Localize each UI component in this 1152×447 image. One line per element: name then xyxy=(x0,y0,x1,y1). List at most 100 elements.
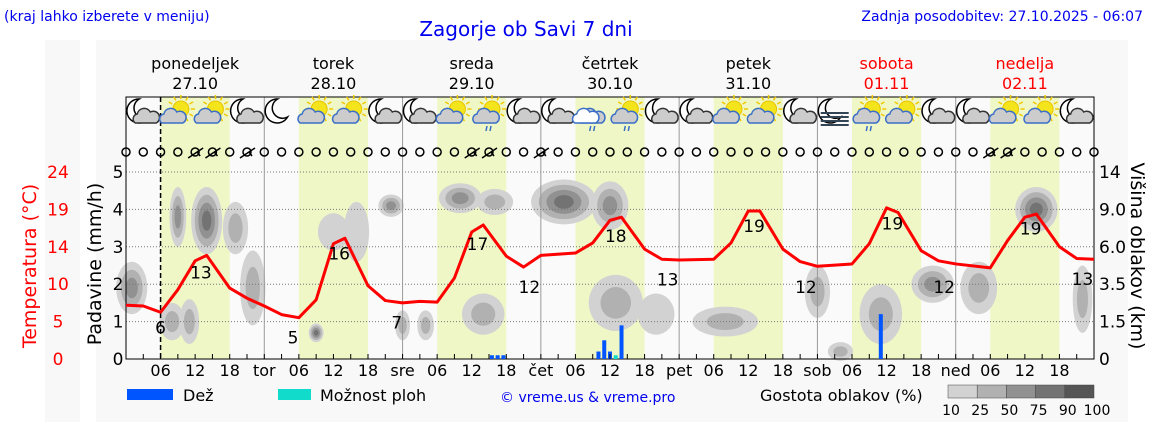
x-tick-label: ned xyxy=(941,361,971,380)
sun-cloud-icon xyxy=(712,95,748,124)
wind-calm-marker xyxy=(311,147,321,157)
sun-ray xyxy=(859,101,865,105)
wind-calm-marker xyxy=(864,147,875,157)
sun-ray xyxy=(327,101,332,105)
precip-tick: 4 xyxy=(113,200,124,220)
day-date: 02.11 xyxy=(1002,74,1048,93)
sun-ray xyxy=(496,96,500,101)
temperature-label: 12 xyxy=(519,278,541,298)
moon-cloud-icon xyxy=(679,98,714,124)
wind-calm-marker xyxy=(553,147,563,157)
wind-calm-marker xyxy=(795,147,805,157)
sun-ray xyxy=(738,96,742,101)
wind-calm-marker xyxy=(466,147,477,157)
sun-ray xyxy=(1053,113,1058,117)
wind-calm-marker xyxy=(345,147,356,157)
sun-ray xyxy=(1049,96,1053,101)
cloud-shape xyxy=(374,107,403,124)
wind-calm-marker xyxy=(294,147,304,157)
precip-tick: 2 xyxy=(113,275,124,295)
sun-ray xyxy=(864,96,868,101)
precip-tick: 5 xyxy=(113,163,124,183)
x-tick-label: sre xyxy=(390,361,414,380)
sun-ray xyxy=(915,113,920,117)
density-tick: 90 xyxy=(1059,403,1077,419)
wind-calm-marker xyxy=(829,147,840,157)
density-tick: 50 xyxy=(1000,403,1018,419)
cloud-shape xyxy=(512,107,541,124)
wind-calm-marker xyxy=(1002,147,1013,157)
moon-cloud-icon xyxy=(1059,98,1094,124)
sun-ray xyxy=(726,96,730,101)
wind-calm-marker xyxy=(639,147,650,157)
wind-calm-marker xyxy=(138,147,149,157)
cloud-patch xyxy=(1076,280,1088,319)
rain-mark xyxy=(485,125,488,132)
wind-row xyxy=(121,147,1099,159)
x-tick-label: 12 xyxy=(185,361,205,380)
x-tick-label: 18 xyxy=(358,361,378,380)
sun-ray xyxy=(721,101,726,105)
cloud-patch xyxy=(386,201,397,211)
sun-cloud-icon xyxy=(331,95,368,124)
sun-ray xyxy=(876,96,880,101)
sun-ray xyxy=(1037,96,1041,101)
wind-calm-marker xyxy=(622,147,633,157)
wind-calm-marker xyxy=(968,147,978,157)
sun-ray xyxy=(444,101,450,105)
sun-cloud-icon xyxy=(297,95,334,124)
wind-barb-icon xyxy=(1000,147,1016,159)
location-hint[interactable]: (kraj lahko izberete v meniju) xyxy=(4,9,210,25)
temperature-label: 17 xyxy=(467,235,489,255)
left-axis-background xyxy=(45,40,80,422)
rain-mark xyxy=(869,125,873,132)
sun-ray xyxy=(207,96,212,101)
credit-link[interactable]: © vreme.us & vreme.pro xyxy=(500,390,675,406)
x-tick-label: 06 xyxy=(427,361,447,380)
cloud-shape xyxy=(610,107,639,124)
temperature-label: 12 xyxy=(795,278,817,298)
wind-calm-marker xyxy=(484,147,494,157)
x-tick-label: 12 xyxy=(1015,361,1035,380)
wind-calm-marker xyxy=(501,147,512,157)
sun-ray xyxy=(465,113,470,117)
sun-ray xyxy=(899,96,903,101)
precip-bar xyxy=(619,325,624,359)
cloud-shape xyxy=(193,107,222,124)
cloud-patch xyxy=(420,316,431,334)
moon-shape xyxy=(264,98,290,124)
wind-calm-marker xyxy=(1071,147,1082,157)
day-date: 31.10 xyxy=(725,74,771,93)
wind-barb-icon xyxy=(239,147,256,159)
temperature-series: 6 13 5 16 7 17 12 18 13 19 12 19 12 19 13 xyxy=(125,206,1095,348)
day-name: četrtek xyxy=(582,54,640,73)
moon-cloud-icon xyxy=(644,98,679,124)
temperature-label: 13 xyxy=(190,264,212,284)
x-tick-label: 12 xyxy=(738,361,758,380)
x-tick-label: 12 xyxy=(600,361,620,380)
x-tick-label: 06 xyxy=(980,361,1000,380)
wind-calm-marker xyxy=(657,147,667,157)
sun-ray xyxy=(361,113,367,117)
cloud-patch xyxy=(706,313,744,331)
sun-cloud-rain-icon xyxy=(852,95,887,132)
temperature-label: 13 xyxy=(657,271,679,291)
moon-icon xyxy=(264,98,290,124)
temperature-axis-label: Temperatura (°C) xyxy=(19,184,41,349)
precip-bar xyxy=(596,351,601,359)
day-name: ponedeljek xyxy=(151,54,240,73)
cloud-height-tick: 3.5 xyxy=(1099,275,1126,295)
precip-tick: 1 xyxy=(113,313,124,333)
x-tick-label: 18 xyxy=(1049,361,1069,380)
wind-barb-icon xyxy=(205,147,221,159)
day-name: sobota xyxy=(859,54,913,73)
density-tick: 25 xyxy=(971,403,989,419)
density-swatch xyxy=(976,384,1007,399)
wind-calm-marker xyxy=(847,147,857,157)
moon-cloud-icon xyxy=(229,98,264,124)
cloud-shape xyxy=(927,107,956,124)
wind-calm-marker xyxy=(380,147,391,157)
wind-barb-icon xyxy=(533,147,550,159)
wind-calm-marker xyxy=(691,147,702,157)
